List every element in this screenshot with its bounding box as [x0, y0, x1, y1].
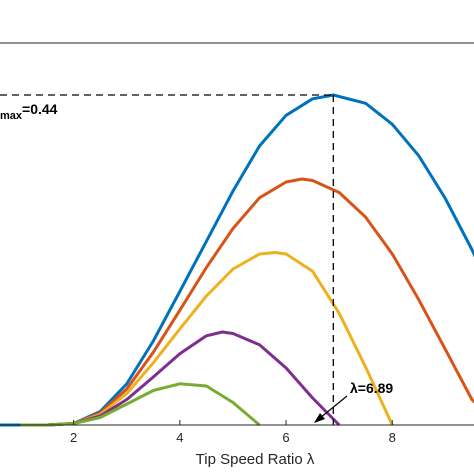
x-axis-label: Tip Speed Ratio λ [196, 451, 315, 468]
x-tick-label-6: 6 [282, 430, 289, 445]
series-line-3 [20, 251, 394, 427]
annotation-lambda-text: λ=6.89 [350, 380, 393, 396]
annotation-lambda-arrowhead [314, 413, 325, 423]
annotation-cpmax-text: =0.44 [22, 101, 58, 117]
guides-layer [0, 94, 334, 425]
series-line-1 [0, 93, 474, 427]
x-tick-label-4: 4 [176, 430, 183, 445]
axes-layer [0, 42, 474, 426]
series-line-5 [20, 382, 261, 427]
annotation-lambda-arrow [319, 395, 348, 419]
x-ticks: 2 4 6 8 [70, 420, 396, 445]
x-tick-label-8: 8 [389, 430, 396, 445]
annotation-cpmax-subscript: max [0, 110, 23, 122]
svg-text:max=0.44: max=0.44 [0, 101, 58, 122]
series-line-4 [20, 330, 341, 427]
annotation-lambda: λ=6.89 [314, 380, 393, 423]
annotation-cpmax: max=0.44 [0, 101, 58, 122]
series-line-2 [20, 177, 474, 427]
x-tick-label-2: 2 [70, 430, 77, 445]
curves-layer [0, 93, 474, 427]
